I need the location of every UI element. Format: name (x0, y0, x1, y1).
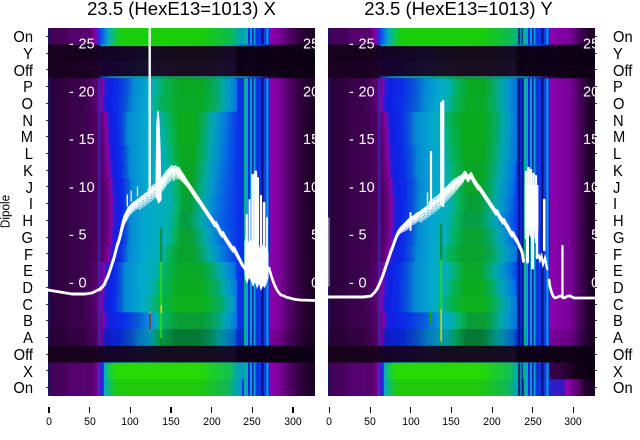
svg-text:-: - (349, 84, 354, 100)
svg-text:25: 25 (79, 37, 95, 53)
svg-text:0: 0 (79, 276, 87, 292)
svg-text:15: 15 (358, 132, 374, 148)
svg-text:5: 5 (311, 228, 315, 244)
svg-text:10: 10 (79, 180, 95, 196)
svg-text:-: - (69, 228, 74, 244)
svg-text:5: 5 (79, 228, 87, 244)
svg-text:25: 25 (303, 37, 315, 53)
svg-text:25: 25 (358, 37, 374, 53)
svg-text:-: - (69, 180, 74, 196)
svg-text:20: 20 (303, 84, 315, 100)
svg-text:0: 0 (591, 276, 595, 292)
svg-text:10: 10 (303, 180, 315, 196)
svg-text:-: - (69, 84, 74, 100)
svg-text:20: 20 (358, 84, 374, 100)
svg-text:10: 10 (358, 180, 374, 196)
svg-text:5: 5 (591, 228, 595, 244)
svg-text:10: 10 (583, 180, 595, 196)
svg-text:25: 25 (583, 37, 595, 53)
svg-text:-: - (349, 276, 354, 292)
svg-text:-: - (349, 228, 354, 244)
svg-text:0: 0 (311, 276, 315, 292)
svg-text:15: 15 (303, 132, 315, 148)
svg-text:-: - (69, 276, 74, 292)
svg-text:15: 15 (583, 132, 595, 148)
svg-text:-: - (69, 132, 74, 148)
svg-text:-: - (349, 180, 354, 196)
svg-text:15: 15 (79, 132, 95, 148)
svg-text:0: 0 (358, 276, 366, 292)
svg-text:-: - (349, 132, 354, 148)
svg-text:20: 20 (79, 84, 95, 100)
svg-text:-: - (349, 37, 354, 53)
svg-text:5: 5 (358, 228, 366, 244)
svg-text:-: - (69, 37, 74, 53)
svg-text:20: 20 (583, 84, 595, 100)
